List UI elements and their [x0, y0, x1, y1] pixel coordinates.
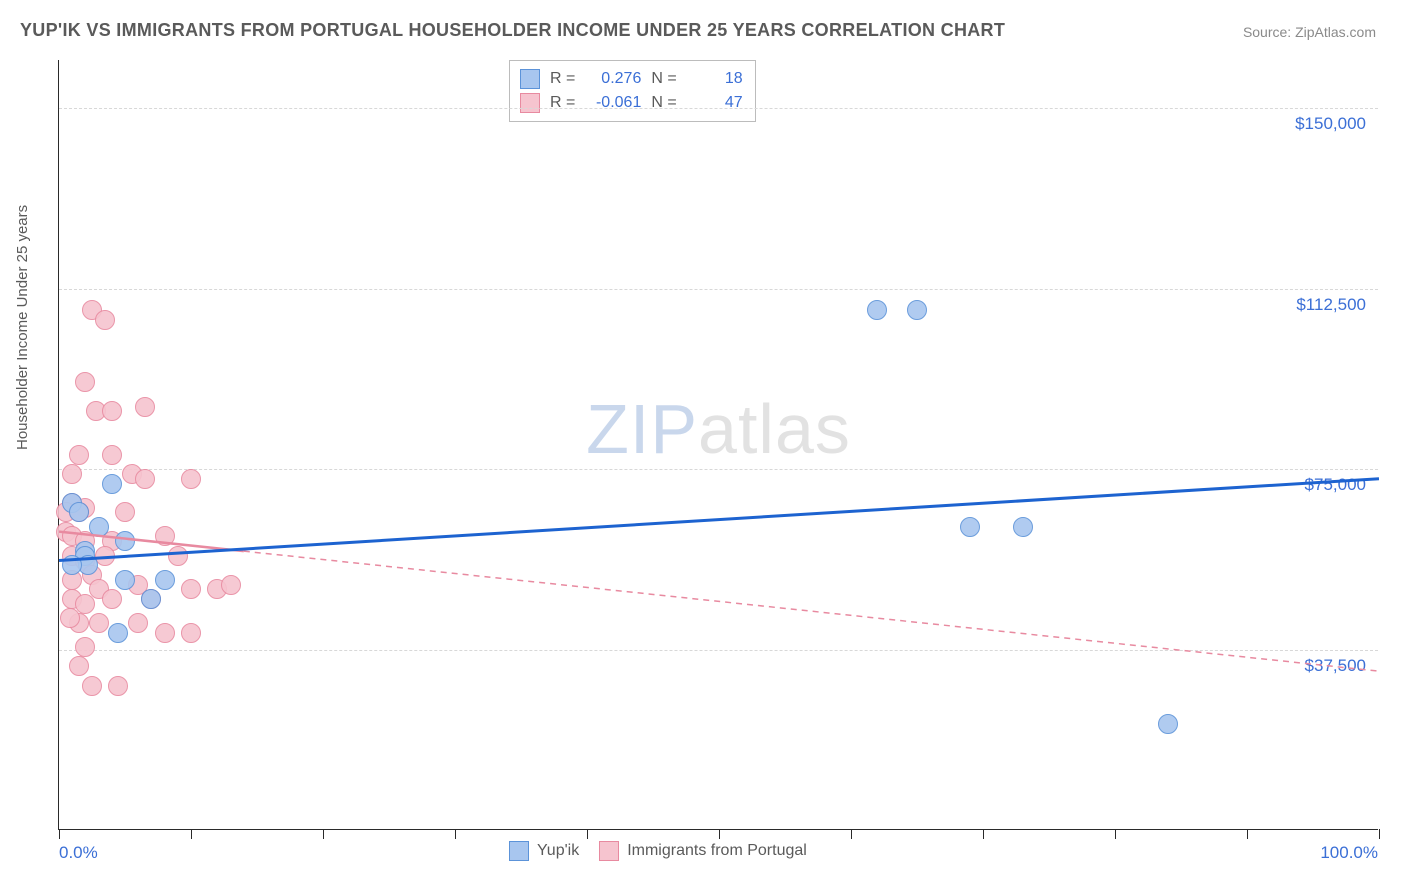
x-tick-label-max: 100.0%: [1320, 843, 1378, 863]
source-attribution: Source: ZipAtlas.com: [1243, 24, 1376, 40]
legend-r-label: R =: [550, 67, 575, 91]
legend-swatch-series-0: [520, 69, 540, 89]
data-point: [181, 469, 201, 489]
gridline: [59, 108, 1378, 109]
data-point: [115, 531, 135, 551]
data-point: [75, 594, 95, 614]
legend-item-1: Immigrants from Portugal: [599, 841, 807, 861]
data-point: [62, 464, 82, 484]
series-legend: Yup'ik Immigrants from Portugal: [509, 841, 807, 861]
legend-swatch-0: [509, 841, 529, 861]
data-point: [867, 300, 887, 320]
legend-swatch-1: [599, 841, 619, 861]
data-point: [60, 608, 80, 628]
legend-row-series-0: R = 0.276 N = 18: [520, 67, 743, 91]
x-tick: [983, 829, 984, 839]
legend-r-value-1: -0.061: [585, 91, 641, 115]
data-point: [89, 517, 109, 537]
legend-swatch-series-1: [520, 93, 540, 113]
data-point: [102, 445, 122, 465]
y-tick-label: $112,500: [1296, 295, 1366, 315]
legend-label-1: Immigrants from Portugal: [627, 842, 807, 859]
legend-row-series-1: R = -0.061 N = 47: [520, 91, 743, 115]
legend-r-value-0: 0.276: [585, 67, 641, 91]
data-point: [102, 474, 122, 494]
data-point: [108, 623, 128, 643]
x-tick: [851, 829, 852, 839]
data-point: [89, 613, 109, 633]
y-tick-label: $150,000: [1295, 114, 1366, 134]
data-point: [168, 546, 188, 566]
data-point: [135, 469, 155, 489]
data-point: [960, 517, 980, 537]
data-point: [155, 570, 175, 590]
x-tick-label-min: 0.0%: [59, 843, 98, 863]
y-tick-label: $75,000: [1305, 475, 1366, 495]
gridline: [59, 650, 1378, 651]
data-point: [108, 676, 128, 696]
data-point: [135, 397, 155, 417]
legend-r-label: R =: [550, 91, 575, 115]
data-point: [69, 656, 89, 676]
data-point: [95, 546, 115, 566]
watermark-zip: ZIP: [586, 390, 698, 468]
data-point: [155, 526, 175, 546]
data-point: [102, 401, 122, 421]
legend-label-0: Yup'ik: [537, 842, 579, 859]
gridline: [59, 289, 1378, 290]
watermark-atlas: atlas: [698, 390, 851, 468]
chart-plot-area: ZIPatlas R = 0.276 N = 18 R = -0.061 N =…: [58, 60, 1378, 830]
data-point: [75, 372, 95, 392]
trendlines: [59, 60, 1379, 830]
data-point: [907, 300, 927, 320]
x-tick: [1379, 829, 1380, 839]
data-point: [95, 310, 115, 330]
data-point: [181, 623, 201, 643]
legend-n-label: N =: [651, 67, 676, 91]
x-tick: [191, 829, 192, 839]
legend-n-value-1: 47: [687, 91, 743, 115]
x-tick: [719, 829, 720, 839]
y-axis-label: Householder Income Under 25 years: [14, 205, 31, 450]
data-point: [75, 637, 95, 657]
legend-n-label: N =: [651, 91, 676, 115]
data-point: [69, 445, 89, 465]
x-tick: [1115, 829, 1116, 839]
legend-n-value-0: 18: [687, 67, 743, 91]
data-point: [82, 676, 102, 696]
x-tick: [1247, 829, 1248, 839]
data-point: [128, 613, 148, 633]
data-point: [1158, 714, 1178, 734]
y-tick-label: $37,500: [1305, 656, 1366, 676]
x-tick: [323, 829, 324, 839]
x-tick: [59, 829, 60, 839]
data-point: [155, 623, 175, 643]
data-point: [115, 502, 135, 522]
data-point: [1013, 517, 1033, 537]
x-tick: [455, 829, 456, 839]
data-point: [141, 589, 161, 609]
data-point: [62, 555, 82, 575]
legend-item-0: Yup'ik: [509, 841, 579, 861]
data-point: [181, 579, 201, 599]
data-point: [221, 575, 241, 595]
chart-title: YUP'IK VS IMMIGRANTS FROM PORTUGAL HOUSE…: [20, 20, 1005, 41]
correlation-legend: R = 0.276 N = 18 R = -0.061 N = 47: [509, 60, 756, 122]
data-point: [69, 502, 89, 522]
watermark: ZIPatlas: [586, 389, 851, 469]
gridline: [59, 469, 1378, 470]
data-point: [102, 589, 122, 609]
data-point: [115, 570, 135, 590]
x-tick: [587, 829, 588, 839]
